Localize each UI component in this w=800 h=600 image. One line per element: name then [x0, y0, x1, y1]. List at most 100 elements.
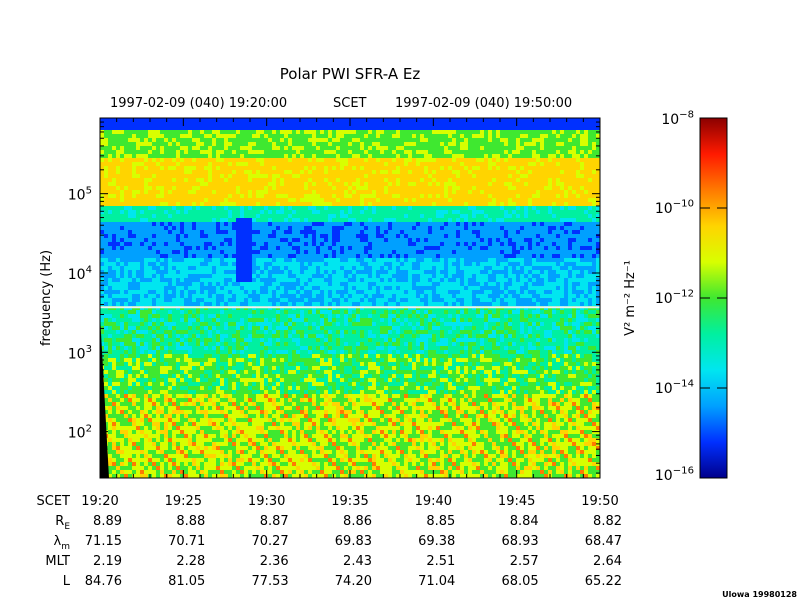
spectrogram-cell: [232, 370, 237, 375]
spectrogram-cell: [260, 290, 265, 295]
spectrogram-cell: [228, 210, 233, 215]
spectrogram-cell: [296, 354, 301, 359]
spectrogram-cell: [192, 274, 197, 279]
spectrogram-cell: [100, 310, 105, 315]
spectrogram-cell: [224, 202, 229, 207]
spectrogram-cell: [272, 314, 277, 319]
spectrogram-cell: [304, 118, 309, 123]
spectrogram-cell: [164, 178, 169, 183]
spectrogram-cell: [260, 294, 265, 299]
spectrogram-cell: [316, 398, 321, 403]
spectrogram-cell: [208, 450, 213, 455]
spectrogram-cell: [252, 254, 257, 259]
spectrogram-cell: [144, 250, 149, 255]
spectrogram-cell: [260, 226, 265, 231]
spectrogram-cell: [232, 390, 237, 395]
spectrogram-cell: [228, 390, 233, 395]
spectrogram-cell: [208, 298, 213, 303]
spectrogram-cell: [168, 218, 173, 223]
spectrogram-cell: [132, 190, 137, 195]
spectrogram-cell: [136, 134, 141, 139]
spectrogram-cell: [124, 474, 129, 478]
spectrogram-cell: [288, 278, 293, 283]
spectrogram-cell: [152, 450, 157, 455]
spectrogram-cell: [236, 134, 241, 139]
spectrogram-cell: [276, 446, 281, 451]
spectrogram-cell: [104, 266, 109, 271]
spectrogram-cell: [268, 322, 273, 327]
spectrogram-cell: [292, 394, 297, 399]
spectrogram-cell: [176, 430, 181, 435]
spectrogram-cell: [208, 398, 213, 403]
spectrogram-cell: [112, 266, 117, 271]
spectrogram-cell: [128, 386, 133, 391]
spectrogram-cell: [288, 330, 293, 335]
spectrogram-cell: [112, 138, 117, 143]
spectrogram-cell: [136, 218, 141, 223]
spectrogram-cell: [216, 134, 221, 139]
spectrogram-cell: [256, 378, 261, 383]
spectrogram-cell: [108, 446, 113, 451]
spectrogram-cell: [132, 182, 137, 187]
spectrogram-cell: [148, 366, 153, 371]
spectrogram-cell: [176, 222, 181, 227]
spectrogram-cell: [140, 298, 145, 303]
spectrogram-cell: [276, 146, 281, 151]
spectrogram-cell: [136, 190, 141, 195]
spectrogram-cell: [188, 286, 193, 291]
spectrogram-cell: [128, 422, 133, 427]
spectrogram-cell: [220, 342, 225, 347]
spectrogram-cell: [136, 310, 141, 315]
spectrogram-cell: [224, 406, 229, 411]
spectrogram-cell: [296, 442, 301, 447]
spectrogram-cell: [252, 438, 257, 443]
spectrogram-cell: [280, 198, 285, 203]
spectrogram-cell: [296, 470, 301, 475]
spectrogram-cell: [112, 418, 117, 423]
spectrogram-cell: [248, 266, 253, 271]
spectrogram-cell: [316, 162, 321, 167]
spectrogram-cell: [148, 358, 153, 363]
spectrogram-cell: [296, 194, 301, 199]
spectrogram-cell: [292, 310, 297, 315]
spectrogram-cell: [112, 314, 117, 319]
spectrogram-cell: [104, 194, 109, 199]
spectrogram-cell: [112, 278, 117, 283]
spectrogram-cell: [164, 274, 169, 279]
spectrogram-cell: [300, 210, 305, 215]
spectrogram-cell: [276, 406, 281, 411]
spectrogram-cell: [120, 270, 125, 275]
spectrogram-cell: [316, 322, 321, 327]
spectrogram-cell: [184, 234, 189, 239]
spectrogram-cell: [284, 118, 289, 123]
spectrogram-cell: [208, 242, 213, 247]
spectrogram-cell: [192, 406, 197, 411]
spectrogram-cell: [280, 298, 285, 303]
spectrogram-cell: [284, 334, 289, 339]
spectrogram-cell: [148, 446, 153, 451]
spectrogram-cell: [124, 410, 129, 415]
spectrogram-cell: [160, 146, 165, 151]
spectrogram-cell: [116, 378, 121, 383]
spectrogram-cell: [128, 466, 133, 471]
spectrogram-cell: [180, 362, 185, 367]
spectrogram-cell: [176, 318, 181, 323]
spectrogram-cell: [320, 202, 325, 207]
spectrogram-cell: [104, 394, 109, 399]
spectrogram-cell: [208, 302, 213, 307]
spectrogram-cell: [236, 466, 241, 471]
spectrogram-cell: [108, 386, 113, 391]
spectrogram-cell: [288, 414, 293, 419]
spectrogram-cell: [228, 202, 233, 207]
spectrogram-cell: [156, 118, 161, 123]
spectrogram-cell: [188, 230, 193, 235]
spectrogram-cell: [108, 138, 113, 143]
spectrogram-cell: [104, 242, 109, 247]
spectrogram-cell: [244, 194, 249, 199]
spectrogram-cell: [156, 358, 161, 363]
spectrogram-cell: [196, 254, 201, 259]
spectrogram-cell: [108, 454, 113, 459]
spectrogram-cell: [272, 238, 277, 243]
spectrogram-cell: [216, 422, 221, 427]
spectrogram-cell: [156, 366, 161, 371]
